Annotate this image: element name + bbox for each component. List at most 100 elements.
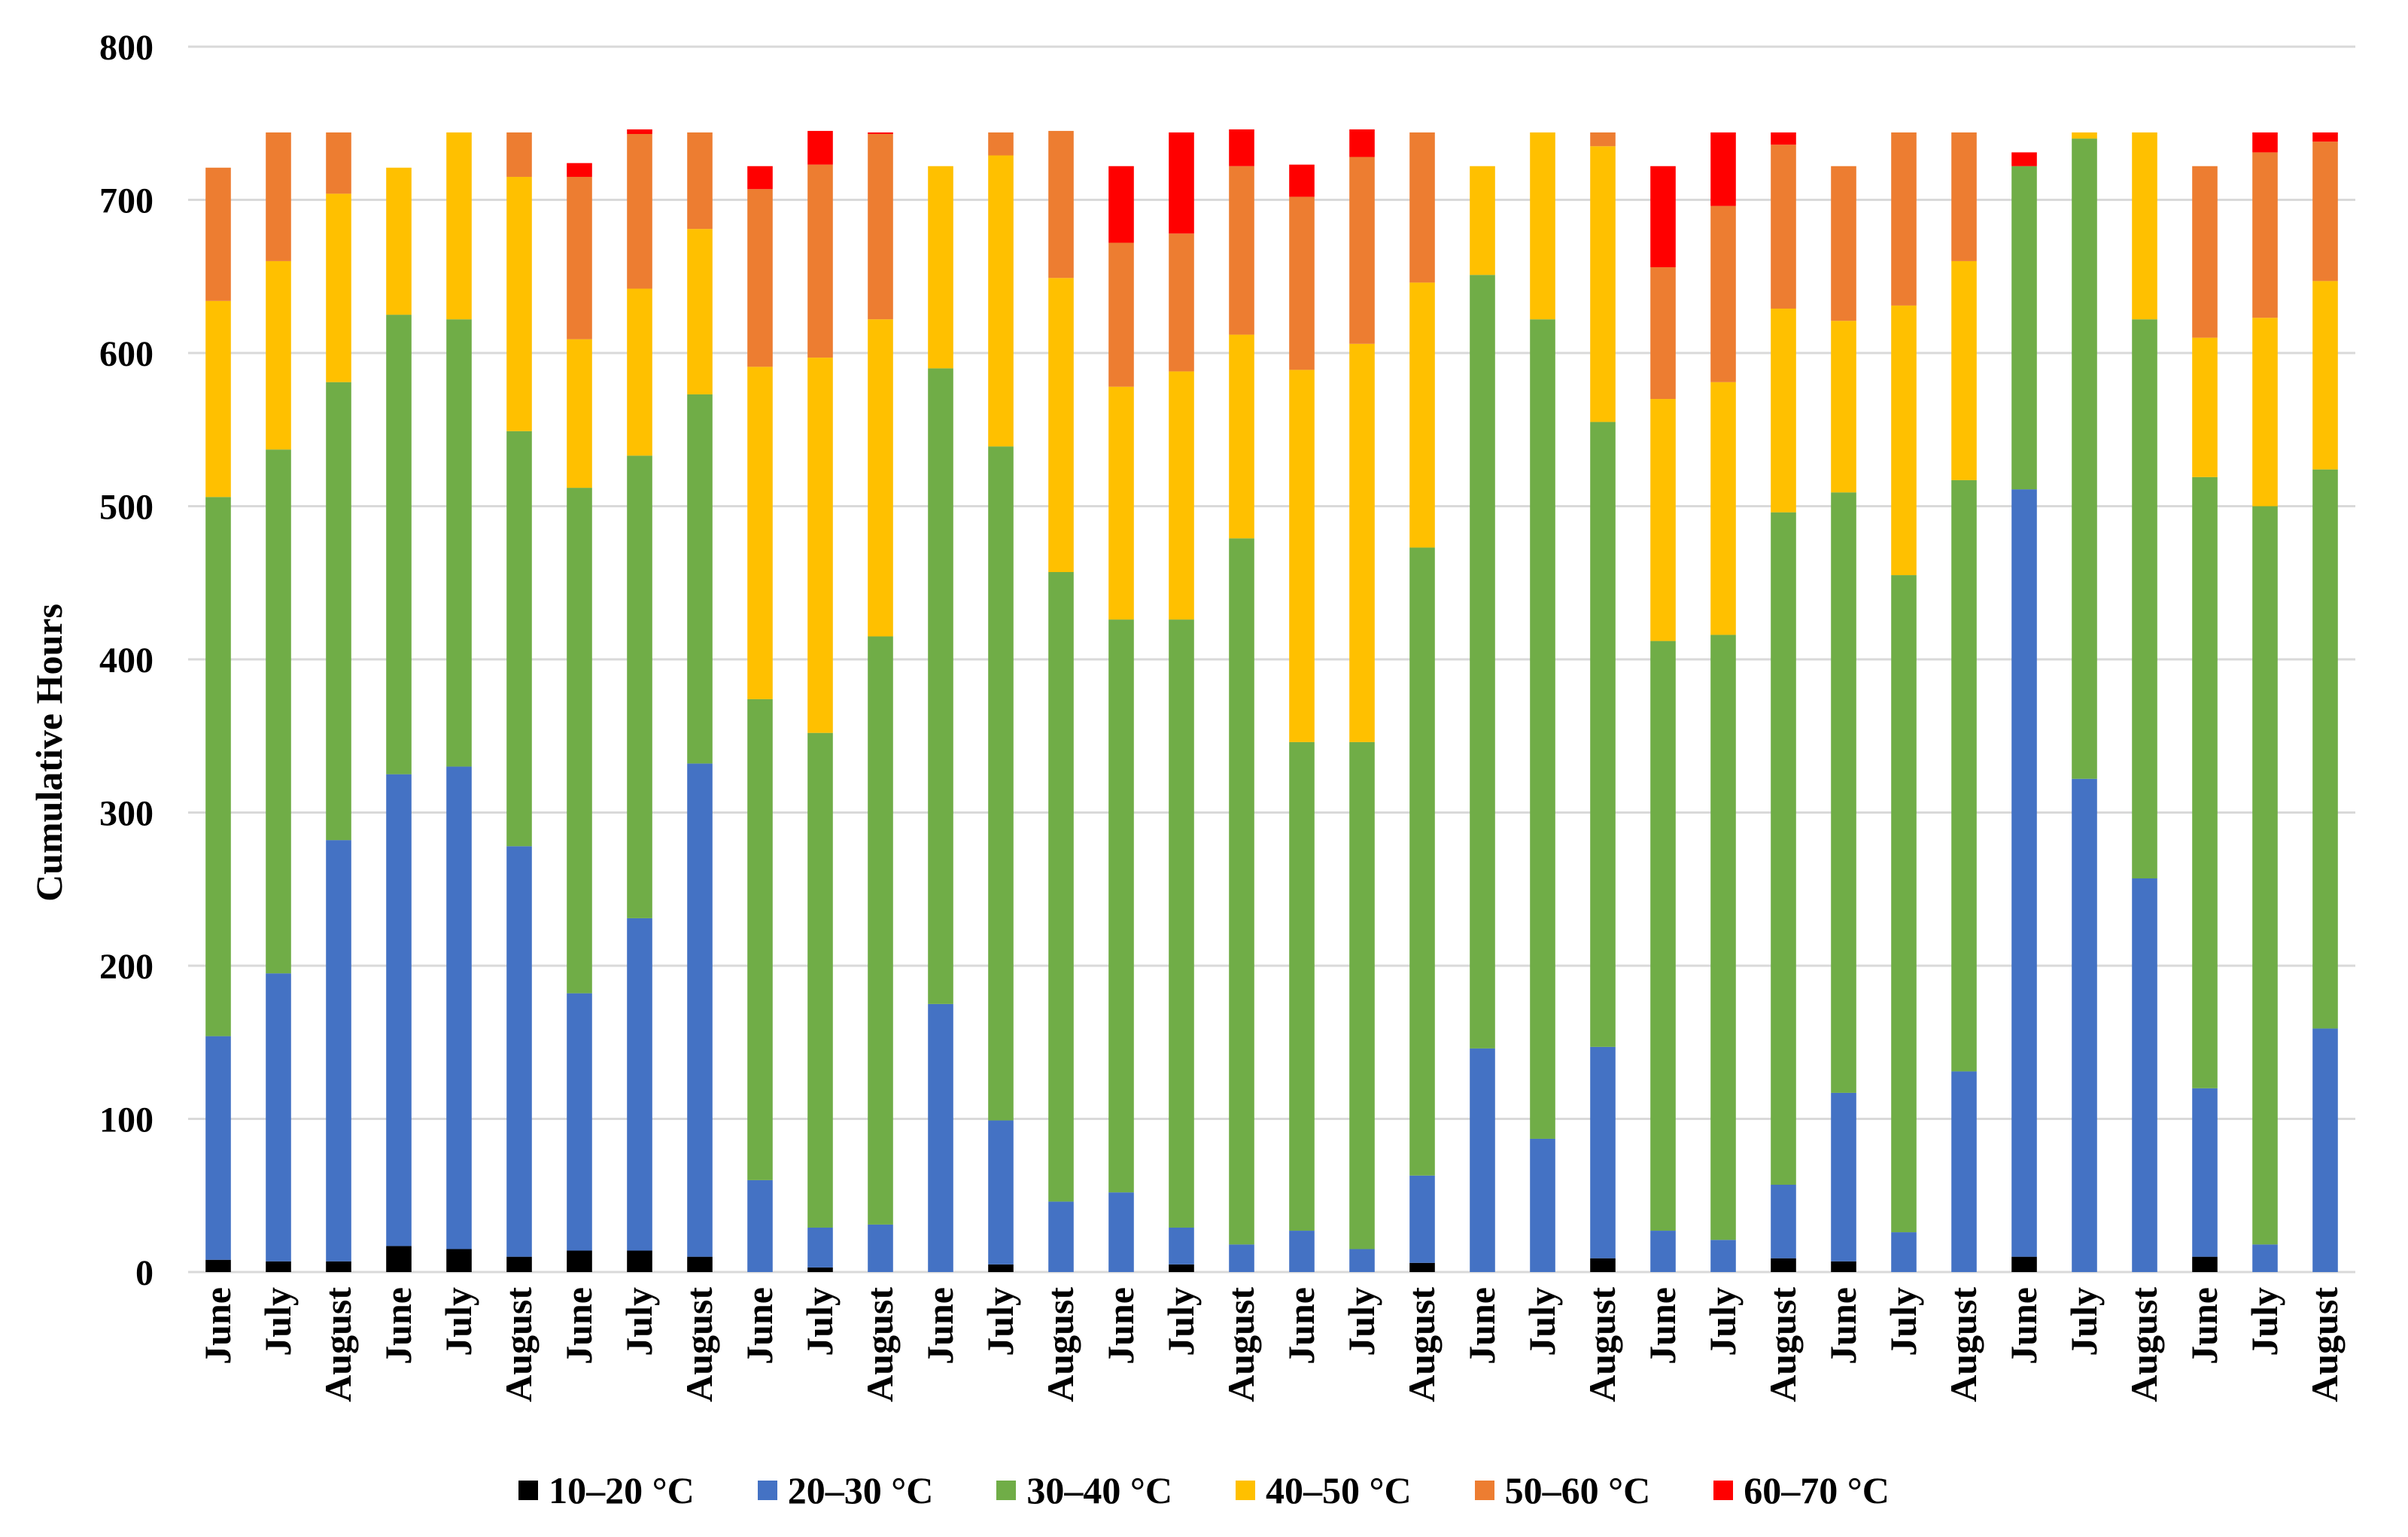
bar-segment: [868, 319, 893, 637]
bar-segment: [266, 973, 291, 1262]
legend-label: 40–50 °C: [1266, 1469, 1412, 1511]
y-tick-label: 400: [99, 641, 154, 680]
x-tick-label: July: [618, 1287, 660, 1356]
bar-segment: [1229, 166, 1254, 335]
bar-segment: [1409, 1175, 1435, 1263]
bar-segment: [2011, 489, 2037, 1257]
bar-segment: [1048, 1201, 1074, 1272]
x-tick-label: July: [1160, 1287, 1202, 1356]
bar-segment: [2192, 166, 2218, 338]
bar-segment: [1710, 1240, 1736, 1272]
bar-segment: [1951, 260, 1977, 480]
legend-item: 60–70 °C: [1713, 1469, 1890, 1512]
bar-segment: [2252, 152, 2278, 318]
bar-segment: [1349, 343, 1375, 742]
bar-segment: [687, 1256, 713, 1272]
bar-segment: [567, 339, 592, 488]
bar-segment: [205, 167, 231, 301]
bar-segment: [1590, 422, 1616, 1047]
bar-segment: [1169, 1264, 1194, 1272]
bar-segment: [386, 167, 412, 315]
bar-segment: [1831, 321, 1856, 493]
bar-segment: [2011, 152, 2037, 166]
legend-swatch: [757, 1481, 777, 1500]
bar-segment: [2072, 138, 2097, 779]
bar-segment: [1891, 305, 1917, 576]
bar-segment: [567, 176, 592, 339]
bar-segment: [1891, 1232, 1917, 1272]
bar-segment: [205, 497, 231, 1036]
bar-segment: [1409, 1262, 1435, 1272]
bar-segment: [2011, 166, 2037, 490]
bar-segment: [1349, 1249, 1375, 1272]
legend: 10–20 °C 20–30 °C 30–40 °C 40–50 °C 50–60 °C…: [0, 1460, 2408, 1520]
bar-segment: [807, 1267, 833, 1272]
x-tick-label: June: [1280, 1287, 1322, 1365]
x-tick-label: August: [1039, 1287, 1081, 1402]
bar-segment: [1169, 1227, 1194, 1265]
x-tick-label: June: [196, 1287, 239, 1365]
bar-segment: [1710, 132, 1736, 206]
x-tick-label: June: [738, 1287, 780, 1365]
legend-item: 40–50 °C: [1236, 1469, 1412, 1512]
bar-segment: [1771, 308, 1796, 513]
bar-segment: [1891, 132, 1917, 306]
bar-segment: [2312, 132, 2338, 142]
legend-swatch: [1474, 1481, 1494, 1500]
legend-label: 60–70 °C: [1744, 1469, 1890, 1511]
bar-segment: [386, 1246, 412, 1272]
x-tick-label: July: [1701, 1287, 1744, 1356]
bar-segment: [506, 132, 532, 177]
x-tick-label: June: [919, 1287, 961, 1365]
bar-segment: [446, 1249, 472, 1272]
bar-segment: [1289, 196, 1315, 370]
legend-item: 10–20 °C: [518, 1469, 695, 1512]
bar-segment: [687, 229, 713, 394]
legend-item: 30–40 °C: [996, 1469, 1172, 1512]
bar-segment: [1590, 1258, 1616, 1272]
bar-segment: [506, 846, 532, 1257]
bar-segment: [928, 166, 953, 369]
bar-segment: [1530, 132, 1555, 320]
bar-segment: [567, 163, 592, 177]
bar-segment: [1470, 275, 1495, 1049]
bar-segment: [1530, 319, 1555, 1139]
bar-segment: [2252, 132, 2278, 153]
bar-segment: [1349, 129, 1375, 157]
x-tick-label: June: [558, 1287, 600, 1365]
bar-segment: [627, 455, 652, 918]
x-tick-label: July: [437, 1287, 479, 1356]
x-tick-label: June: [1822, 1287, 1864, 1365]
bar-segment: [627, 133, 652, 289]
y-tick-label: 0: [135, 1253, 154, 1293]
x-tick-label: August: [1942, 1287, 1984, 1402]
bar-segment: [1349, 741, 1375, 1249]
x-tick-label: July: [798, 1287, 841, 1356]
bar-segment: [386, 315, 412, 775]
x-tick-label: August: [859, 1287, 901, 1402]
bar-segment: [1771, 132, 1796, 145]
bar-segment: [2312, 1028, 2338, 1272]
x-tick-label: July: [1340, 1287, 1382, 1356]
bar-segment: [2072, 778, 2097, 1272]
x-tick-label: July: [257, 1287, 299, 1356]
bar-segment: [747, 166, 773, 190]
bar-segment: [1108, 619, 1134, 1193]
bar-segment: [1108, 1192, 1134, 1272]
bar-segment: [747, 698, 773, 1180]
bar-segment: [1470, 1048, 1495, 1272]
bar-segment: [868, 132, 893, 134]
bar-segment: [1650, 267, 1676, 400]
bar-segment: [928, 1003, 953, 1272]
bar-segment: [506, 176, 532, 431]
bar-segment: [1048, 572, 1074, 1202]
bar-segment: [1169, 619, 1194, 1228]
y-tick-label: 200: [99, 947, 154, 987]
y-tick-label: 300: [99, 794, 154, 834]
bar-segment: [868, 1224, 893, 1272]
bar-segment: [2011, 1256, 2037, 1272]
bar-segment: [2132, 132, 2157, 320]
x-tick-label: August: [1762, 1287, 1804, 1402]
bar-segment: [807, 130, 833, 165]
bar-segment: [567, 993, 592, 1251]
